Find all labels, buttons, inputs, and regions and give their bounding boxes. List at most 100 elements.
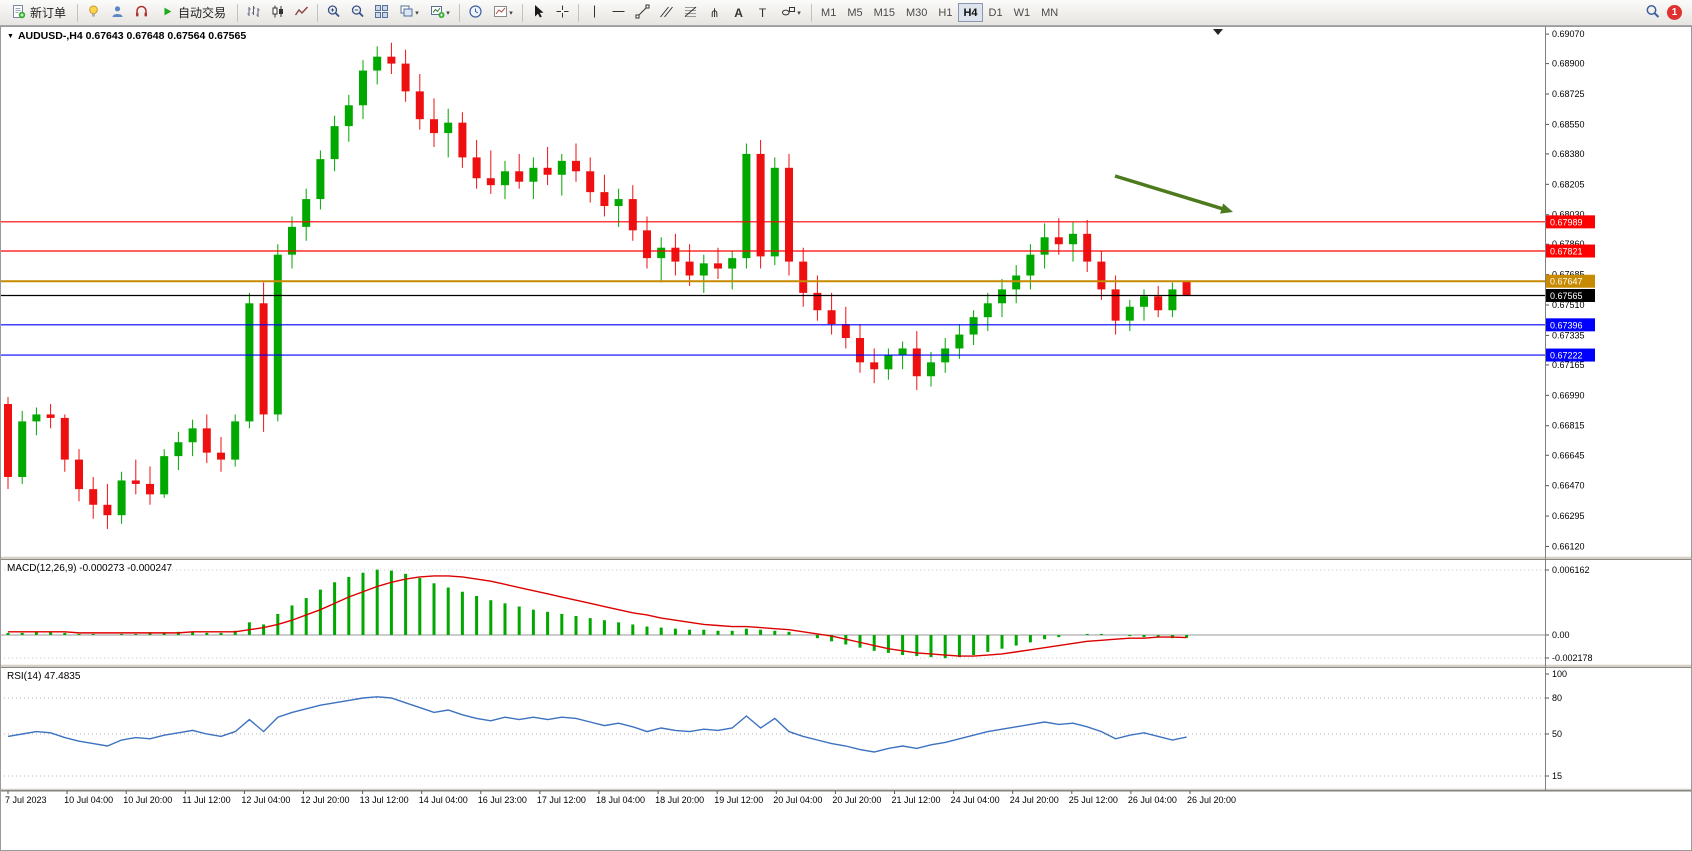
price-scale[interactable]: 0.69070 0.68900 0.68725 0.68550 0.68380 0.682… [1545,29,1585,551]
zoom-in-button[interactable] [322,2,345,23]
svg-text:0.67821: 0.67821 [1550,247,1583,257]
separator [77,3,79,22]
svg-text:18 Jul 20:00: 18 Jul 20:00 [655,795,704,805]
price-label-box [1546,244,1595,258]
timeframe-m30[interactable]: M30 [901,3,932,22]
svg-text:13 Jul 12:00: 13 Jul 12:00 [360,795,409,805]
candle [1054,218,1063,255]
svg-text:0.68030: 0.68030 [1552,210,1585,220]
pitchfork-button[interactable]: ⋔ [703,2,726,23]
zoom-out-button[interactable] [346,2,369,23]
cursor-icon [531,4,546,22]
timeframe-m1[interactable]: M1 [816,3,841,22]
pane-divider[interactable] [0,788,1692,791]
text-label-button[interactable]: T [751,2,774,23]
vertical-line-button[interactable] [583,2,606,23]
candles-series [4,42,1191,530]
trend-arrow-annotation[interactable] [1114,174,1233,214]
candle [643,216,651,269]
lightbulb-icon [86,4,101,22]
pane-divider[interactable] [0,664,1692,668]
svg-text:25 Jul 12:00: 25 Jul 12:00 [1069,795,1118,805]
tile-windows-button[interactable] [370,2,393,23]
candle [870,348,879,384]
candlestick-chart-button[interactable] [266,2,289,23]
svg-text:0.66645: 0.66645 [1552,450,1585,460]
cursor-button[interactable] [527,2,550,23]
candle [557,153,566,196]
svg-text:11 Jul 12:00: 11 Jul 12:00 [182,795,230,805]
candle [1083,219,1092,273]
new-chart-button[interactable]: ▾ [425,2,455,23]
channel-button[interactable] [655,2,678,23]
periods-button[interactable] [464,2,487,23]
candle [415,74,424,130]
line-chart-button[interactable] [290,2,313,23]
price-label-box [1546,288,1595,302]
candle [614,188,623,227]
candle [217,437,225,472]
support-button[interactable] [130,2,153,23]
shapes-icon [781,4,796,22]
candle [188,419,197,457]
svg-text:0.66815: 0.66815 [1552,421,1585,431]
candle [1168,282,1177,318]
shapes-button[interactable]: ▾ [775,2,807,23]
crosshair-icon [555,4,570,22]
timeframe-mn[interactable]: MN [1036,3,1063,22]
horizontal-line-button[interactable] [607,2,630,23]
candle [699,254,708,293]
separator [522,3,524,22]
svg-text:0.67510: 0.67510 [1552,300,1585,310]
candle [4,397,12,490]
timeframe-h4[interactable]: H4 [958,3,983,22]
separator [317,3,319,22]
search-button[interactable] [1641,2,1664,23]
price-label-box [1546,318,1595,332]
new-order-label: 新订单 [30,6,67,20]
chart-canvas[interactable]: 0.69070 0.68900 0.68725 0.68550 0.68380 0.682… [0,26,1692,851]
channel-icon [659,4,674,22]
horizontal-price-lines[interactable]: 0.67989 0.67821 0.67647 0.67565 0.67396 0.672… [0,215,1595,362]
timeframe-d1[interactable]: D1 [984,3,1008,22]
candle [529,157,538,200]
candle [1154,285,1163,318]
candle [273,244,282,422]
profile-button[interactable] [106,2,129,23]
svg-text:20 Jul 04:00: 20 Jul 04:00 [773,795,822,805]
clock-icon [468,4,483,22]
timeframe-m5[interactable]: M5 [842,3,867,22]
candle [202,414,211,464]
wizard-button[interactable] [82,2,105,23]
text-button[interactable]: A [727,2,750,23]
pane-divider[interactable] [0,556,1692,560]
auto-trading-button[interactable]: 自动交易 [154,2,233,23]
trendline-button[interactable] [631,2,654,23]
svg-text:0.67165: 0.67165 [1552,360,1585,370]
cascade-windows-button[interactable]: ▾ [394,2,424,23]
svg-text:19 Jul 12:00: 19 Jul 12:00 [714,795,763,805]
candle [756,140,765,269]
svg-text:0.66120: 0.66120 [1552,541,1585,551]
templates-button[interactable]: ▾ [488,2,518,23]
timeframe-h1[interactable]: H1 [933,3,957,22]
timeframe-m15[interactable]: M15 [869,3,900,22]
timeframe-w1[interactable]: W1 [1009,3,1036,22]
cascade-windows-icon [399,4,414,22]
candle [912,331,921,391]
bar-chart-button[interactable] [242,2,265,23]
candle [245,292,254,429]
time-axis[interactable]: 7 Jul 2023 10 Jul 04:00 10 Jul 20:00 11 Jul… [0,790,1692,805]
fibonacci-icon [683,4,698,22]
svg-text:0.006162: 0.006162 [1552,565,1590,575]
svg-text:0.67565: 0.67565 [1550,291,1583,301]
candle [174,431,183,471]
new-order-button[interactable]: 新订单 [4,2,73,23]
crosshair-button[interactable] [551,2,574,23]
candle [1012,265,1021,304]
fibonacci-button[interactable] [679,2,702,23]
notification-badge[interactable]: 1 [1667,5,1682,20]
candle [75,449,83,502]
svg-text:14 Jul 04:00: 14 Jul 04:00 [419,795,468,805]
candle [969,310,978,345]
